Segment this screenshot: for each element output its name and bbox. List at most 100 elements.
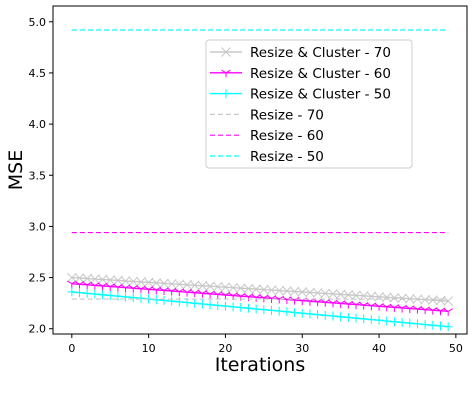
series-point: [82, 288, 92, 298]
series-point: [351, 290, 361, 301]
legend-label: Resize - 70: [250, 107, 324, 123]
series-point: [436, 321, 446, 331]
series-point: [382, 316, 392, 326]
x-axis-label: Iterations: [215, 354, 306, 376]
series-point: [282, 307, 292, 317]
series-point: [335, 289, 346, 300]
series-point: [213, 300, 223, 310]
series-point: [381, 292, 392, 303]
series-point: [289, 286, 300, 297]
series-point: [297, 287, 308, 297]
series-point: [128, 293, 138, 303]
legend-marker: [221, 47, 231, 57]
series-point: [136, 293, 146, 303]
series-point: [258, 284, 269, 295]
y-tick-label: 4.0: [29, 118, 47, 131]
series-point: [113, 291, 123, 301]
series-point: [389, 317, 399, 327]
series-point: [389, 292, 400, 303]
legend: Resize & Cluster - 70 Resize & Cluster - …: [205, 39, 413, 169]
series-point: [90, 289, 100, 299]
series-point: [320, 288, 331, 299]
series-point: [197, 280, 208, 291]
series-point: [313, 310, 323, 320]
series-point: [328, 289, 338, 299]
legend-item: Resize - 50: [210, 149, 324, 165]
series-point: [343, 290, 354, 300]
series-point: [220, 301, 230, 311]
series-point: [205, 300, 215, 310]
series-point: [66, 272, 77, 283]
series-point: [305, 309, 315, 319]
series-point: [259, 305, 269, 315]
series-layer: [66, 29, 454, 332]
series-point: [397, 317, 407, 327]
series-point: [205, 281, 215, 292]
series-line: [71, 276, 449, 302]
series-point: [412, 319, 422, 329]
series-point: [366, 315, 376, 325]
series-point: [274, 306, 284, 316]
series-point: [274, 285, 285, 296]
legend-item: Resize - 60: [210, 128, 324, 144]
series-point: [266, 285, 277, 295]
series-point: [267, 305, 277, 315]
series-point: [143, 277, 154, 288]
series-line: [71, 283, 449, 313]
series-point: [443, 308, 453, 316]
series-point: [97, 274, 108, 285]
legend-item: Resize & Cluster - 70: [210, 45, 391, 61]
series-point: [251, 284, 262, 294]
series-point: [374, 291, 384, 302]
series-point: [121, 292, 131, 302]
legend-label: Resize - 50: [250, 149, 324, 165]
series-point: [120, 276, 131, 286]
series-point: [420, 294, 430, 305]
series-point: [427, 295, 438, 306]
series-point: [397, 293, 407, 304]
series-point: [105, 290, 115, 300]
series-point: [128, 276, 139, 287]
legend-label: Resize & Cluster - 50: [250, 87, 391, 103]
series-point: [220, 282, 231, 293]
legend-label: Resize & Cluster - 70: [250, 45, 391, 61]
x-tick-label: 10: [142, 342, 156, 355]
y-tick-label: 2.5: [29, 272, 47, 285]
series-point: [90, 274, 100, 284]
legend-label: Resize & Cluster - 60: [250, 66, 391, 82]
series-point: [182, 279, 192, 290]
series-point: [328, 311, 338, 321]
series-point: [228, 282, 238, 293]
legend-item: Resize & Cluster - 50: [210, 87, 391, 103]
y-tick-label: 3.5: [29, 169, 47, 182]
series-point: [243, 283, 254, 294]
series-point: [405, 318, 415, 328]
x-tick-label: 50: [449, 342, 463, 355]
y-tick-label: 4.5: [29, 67, 47, 80]
y-axis-label: MSE: [5, 150, 27, 190]
series-point: [113, 275, 123, 286]
series-point: [74, 273, 85, 283]
y-tick-label: 5.0: [29, 16, 47, 29]
y-tick-label: 3.0: [29, 220, 47, 233]
series-point: [435, 295, 446, 306]
x-tick-label: 20: [218, 342, 232, 355]
series-point: [351, 313, 361, 323]
series-point: [82, 273, 93, 284]
plot-frame: [52, 5, 468, 335]
series-point: [336, 312, 346, 322]
series-point: [312, 288, 323, 298]
x-tick-label: 30: [295, 342, 309, 355]
legend-box: [205, 39, 413, 169]
series-point: [228, 302, 238, 312]
series-point: [320, 310, 330, 320]
series-point: [251, 304, 261, 314]
series-point: [443, 296, 454, 306]
series-point: [243, 303, 253, 313]
series-point: [374, 315, 384, 325]
series-point: [136, 277, 146, 287]
series-point: [67, 287, 77, 297]
legend-label: Resize - 60: [250, 128, 324, 144]
series-point: [428, 320, 438, 330]
series-point: [282, 286, 292, 296]
